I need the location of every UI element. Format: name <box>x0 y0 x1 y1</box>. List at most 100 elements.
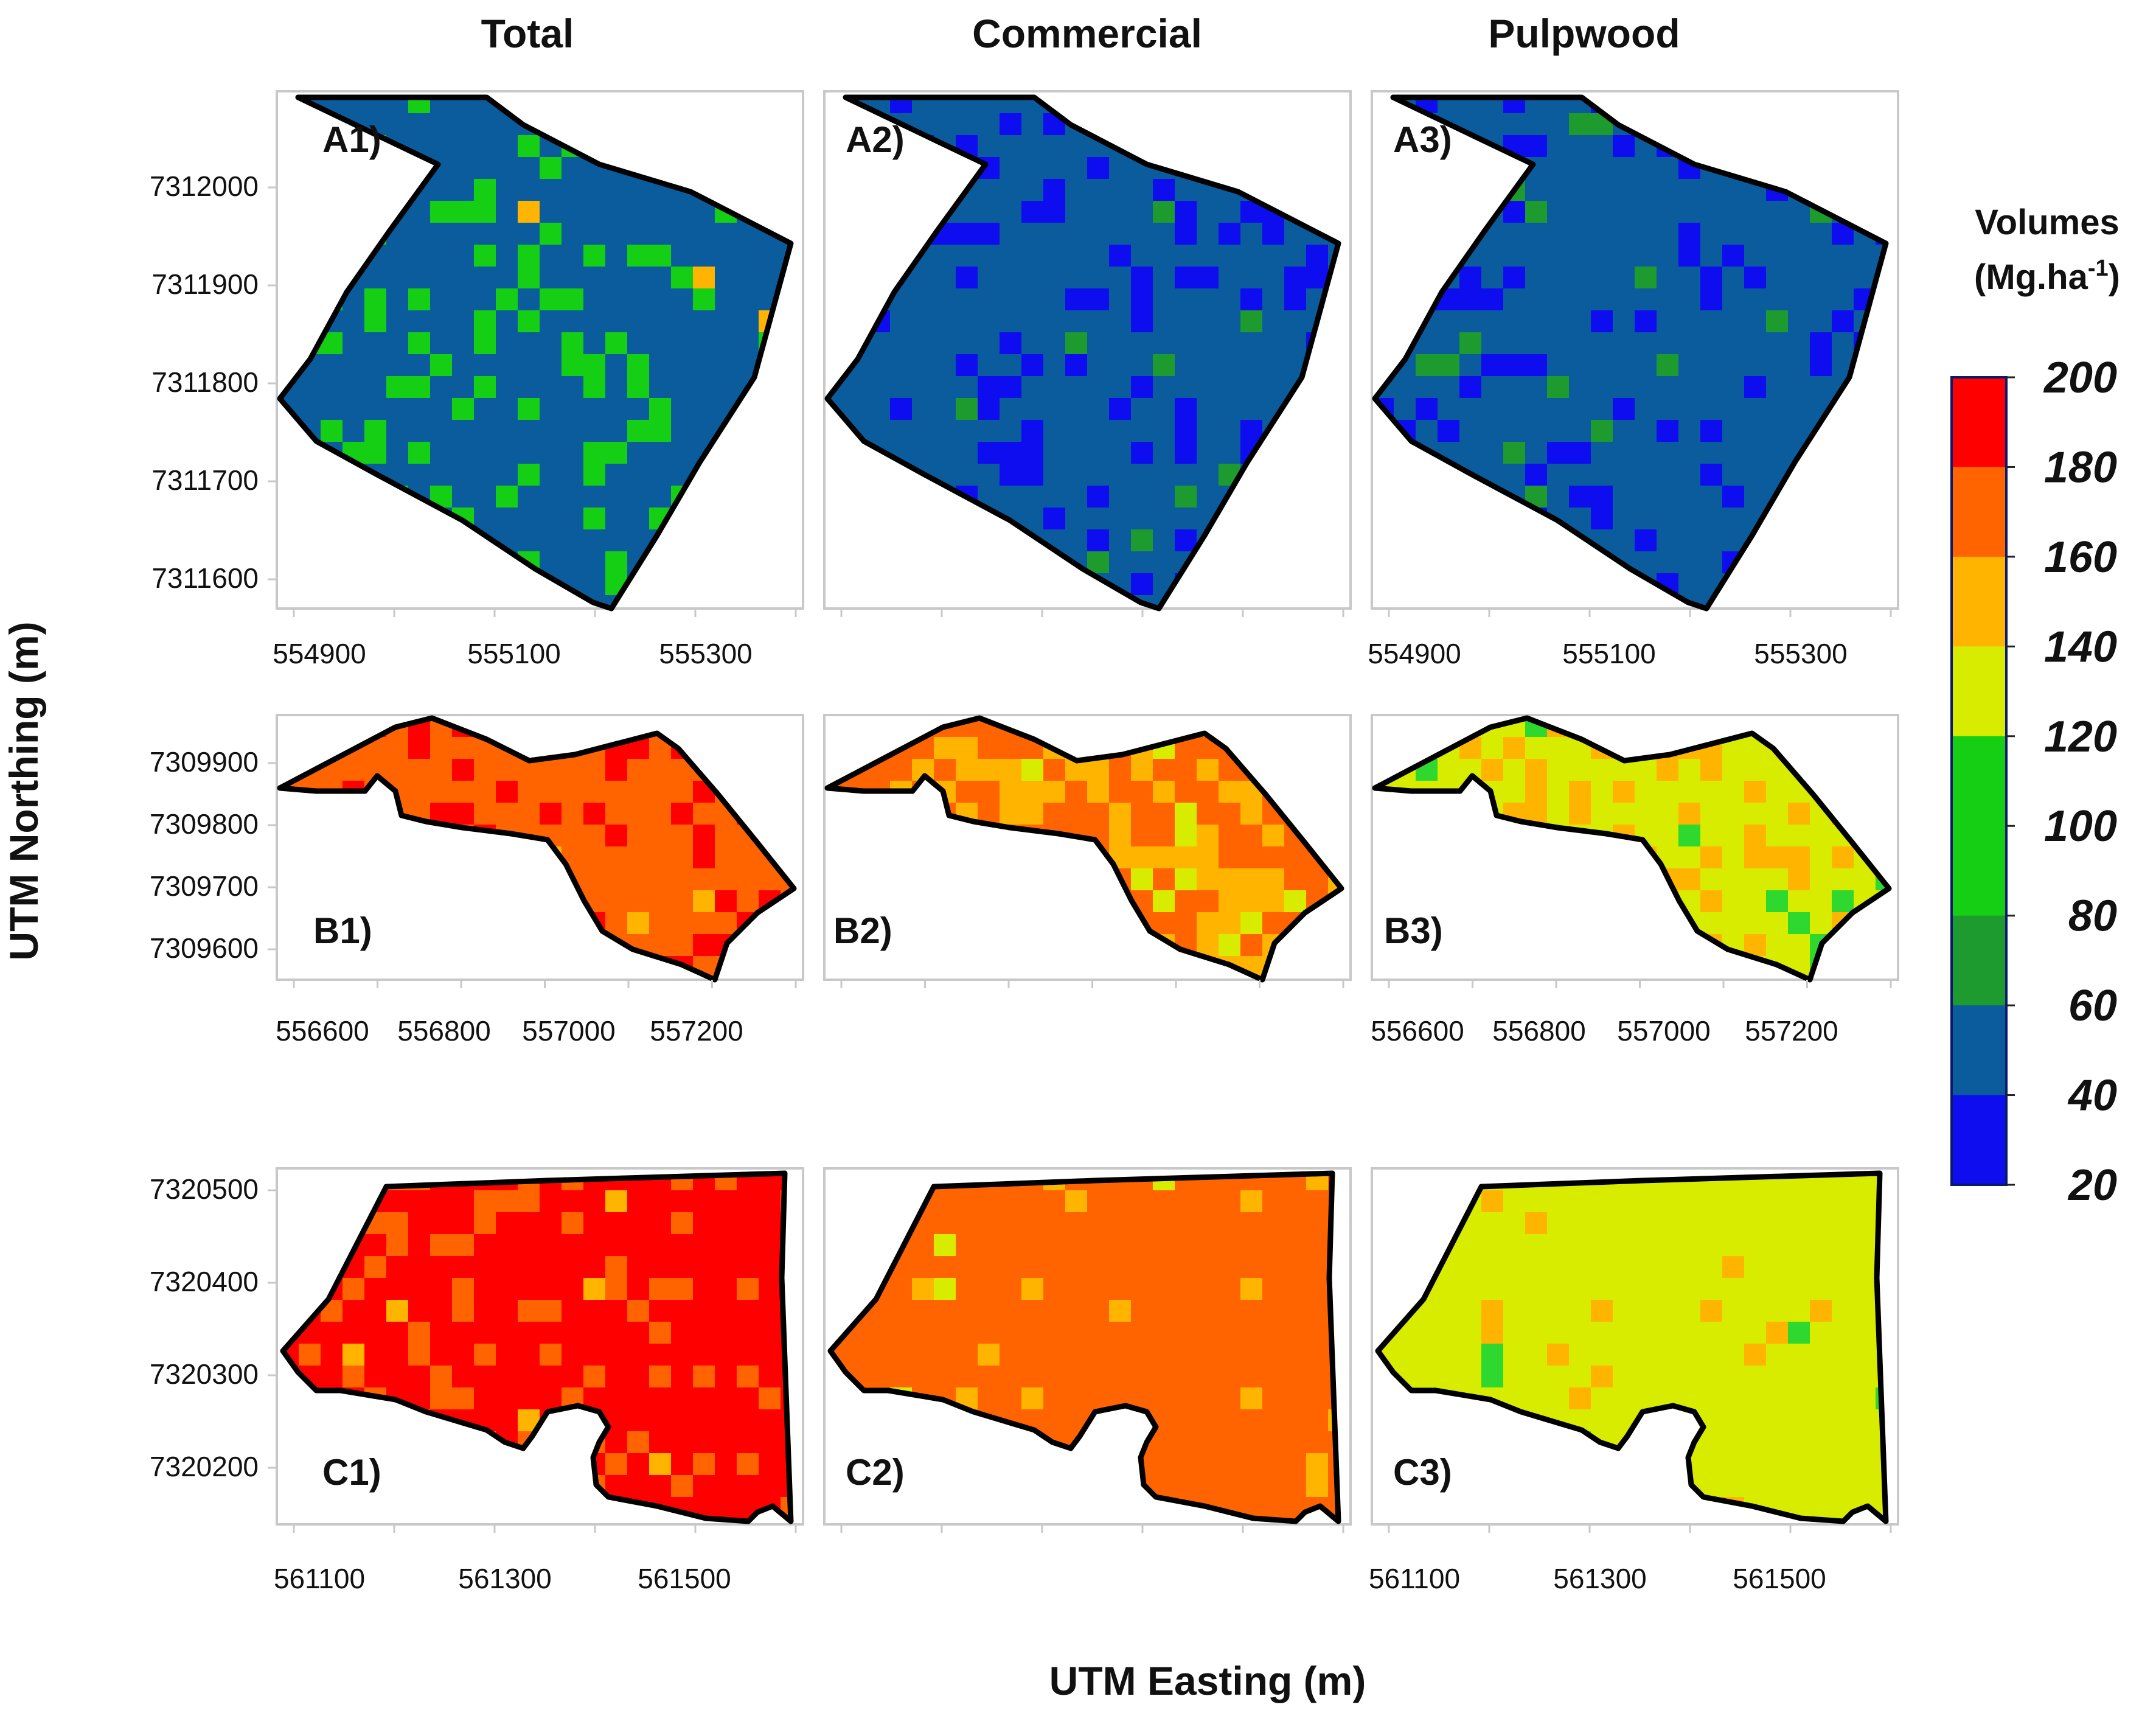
raster-cell <box>605 1190 627 1212</box>
x-tick-label: 555100 <box>467 638 561 669</box>
raster-cell <box>540 1300 562 1322</box>
raster-cell <box>1591 1366 1613 1387</box>
raster-cell <box>956 398 978 420</box>
raster-cell <box>912 978 934 980</box>
raster-cell <box>1240 1278 1262 1300</box>
raster-cell <box>1438 420 1459 442</box>
raster-cell <box>540 1344 562 1366</box>
raster-cell <box>737 1453 759 1475</box>
raster-cell <box>386 1234 408 1256</box>
raster-cell <box>1262 223 1284 245</box>
raster-cell <box>408 442 430 464</box>
y-tick-label: 7311800 <box>151 366 259 398</box>
raster-cell <box>1810 978 1832 980</box>
raster-cell <box>956 354 978 376</box>
raster-cell <box>1131 442 1153 464</box>
raster-cell <box>1153 846 1175 868</box>
raster-cell <box>649 1366 671 1387</box>
colorbar-swatch <box>1952 467 2006 557</box>
panel-label-b1: B1) <box>313 910 372 951</box>
raster-cell <box>518 1300 540 1322</box>
raster-cell <box>430 1387 452 1409</box>
colorbar-swatch <box>1952 646 2006 737</box>
raster-cell <box>956 267 978 288</box>
raster-cell <box>1197 868 1219 890</box>
raster-cell <box>452 398 474 420</box>
colorbar-tick-label: 140 <box>2044 623 2117 671</box>
raster-cell <box>1438 978 1459 980</box>
raster-cell <box>627 1431 649 1453</box>
raster-cell <box>583 803 605 825</box>
y-tick-label: 7312000 <box>150 170 259 202</box>
raster-cell <box>1175 486 1197 508</box>
raster-cell <box>1481 1344 1503 1366</box>
raster-cell <box>1547 376 1569 398</box>
raster-cell <box>1109 398 1131 420</box>
raster-cell <box>737 1366 759 1387</box>
raster-cell <box>627 376 649 398</box>
raster-cell <box>1000 442 1021 464</box>
raster-cell <box>693 890 715 912</box>
raster-cell <box>802 223 824 245</box>
raster-cell <box>1240 803 1262 825</box>
raster-cell <box>1000 113 1021 135</box>
raster-cell <box>649 978 671 980</box>
raster-cell <box>1131 759 1153 781</box>
raster-cell <box>605 332 627 354</box>
raster-cell <box>802 825 824 846</box>
raster-cell <box>627 420 649 442</box>
raster-cell <box>802 91 824 113</box>
y-tick-label: 7320200 <box>150 1451 259 1482</box>
raster-cell <box>605 1256 627 1278</box>
raster-cell <box>802 934 824 956</box>
raster-cell <box>1153 354 1175 376</box>
raster-cell <box>781 978 794 980</box>
raster-cell <box>1240 310 1262 332</box>
colorbar-swatch <box>1952 1095 2006 1185</box>
raster-cell <box>671 978 693 980</box>
raster-cell <box>934 1278 956 1300</box>
raster-cell <box>671 1475 693 1497</box>
stand-boundary <box>277 715 797 983</box>
raster-cell <box>1065 978 1087 980</box>
raster-cell <box>1021 442 1043 464</box>
raster-cell <box>1175 846 1197 868</box>
raster-cell <box>583 376 605 398</box>
raster-cell <box>1459 332 1481 354</box>
axis-ticks: 7312000 7311900 7311800 7311700 7311600 55490… <box>150 170 1892 1594</box>
raster-cell <box>693 934 715 956</box>
raster-cell <box>956 759 978 781</box>
raster-cell <box>1832 890 1854 912</box>
colorbar-tick-label: 160 <box>2044 533 2117 582</box>
raster-cell <box>1481 1300 1503 1322</box>
y-tick-label: 7320300 <box>150 1358 259 1390</box>
raster-cell <box>474 1344 496 1366</box>
colorbar-tick-label: 40 <box>2067 1072 2117 1120</box>
raster-cell <box>1021 1387 1043 1409</box>
raster-cell <box>1569 442 1591 464</box>
raster-cell <box>1284 267 1306 288</box>
panel-label-a2: A2) <box>846 119 905 160</box>
raster-cell <box>649 245 671 267</box>
raster-cell <box>364 1256 386 1278</box>
raster-cell <box>1766 846 1788 868</box>
x-axis-title: UTM Easting (m) <box>1049 1658 1366 1703</box>
raster-cell <box>671 267 693 288</box>
raster-cell <box>802 1366 824 1387</box>
raster-cell <box>1591 1300 1613 1322</box>
raster-cell <box>562 354 583 376</box>
colorbar-swatch <box>1952 915 2006 1007</box>
raster-cell <box>1043 508 1065 529</box>
raster-cell <box>474 978 496 980</box>
stand-boundary <box>1372 94 1889 612</box>
raster-cell <box>1416 398 1438 420</box>
x-tick-label: 555300 <box>1754 638 1848 669</box>
raster-cell <box>1678 868 1700 890</box>
x-tick-label: 561300 <box>458 1563 552 1594</box>
raster-cell <box>693 288 715 310</box>
stand-boundary <box>277 94 794 612</box>
raster-cell <box>693 825 715 846</box>
raster-cell <box>1153 890 1175 912</box>
raster-cell <box>1131 529 1153 551</box>
raster-cell <box>343 1344 364 1366</box>
